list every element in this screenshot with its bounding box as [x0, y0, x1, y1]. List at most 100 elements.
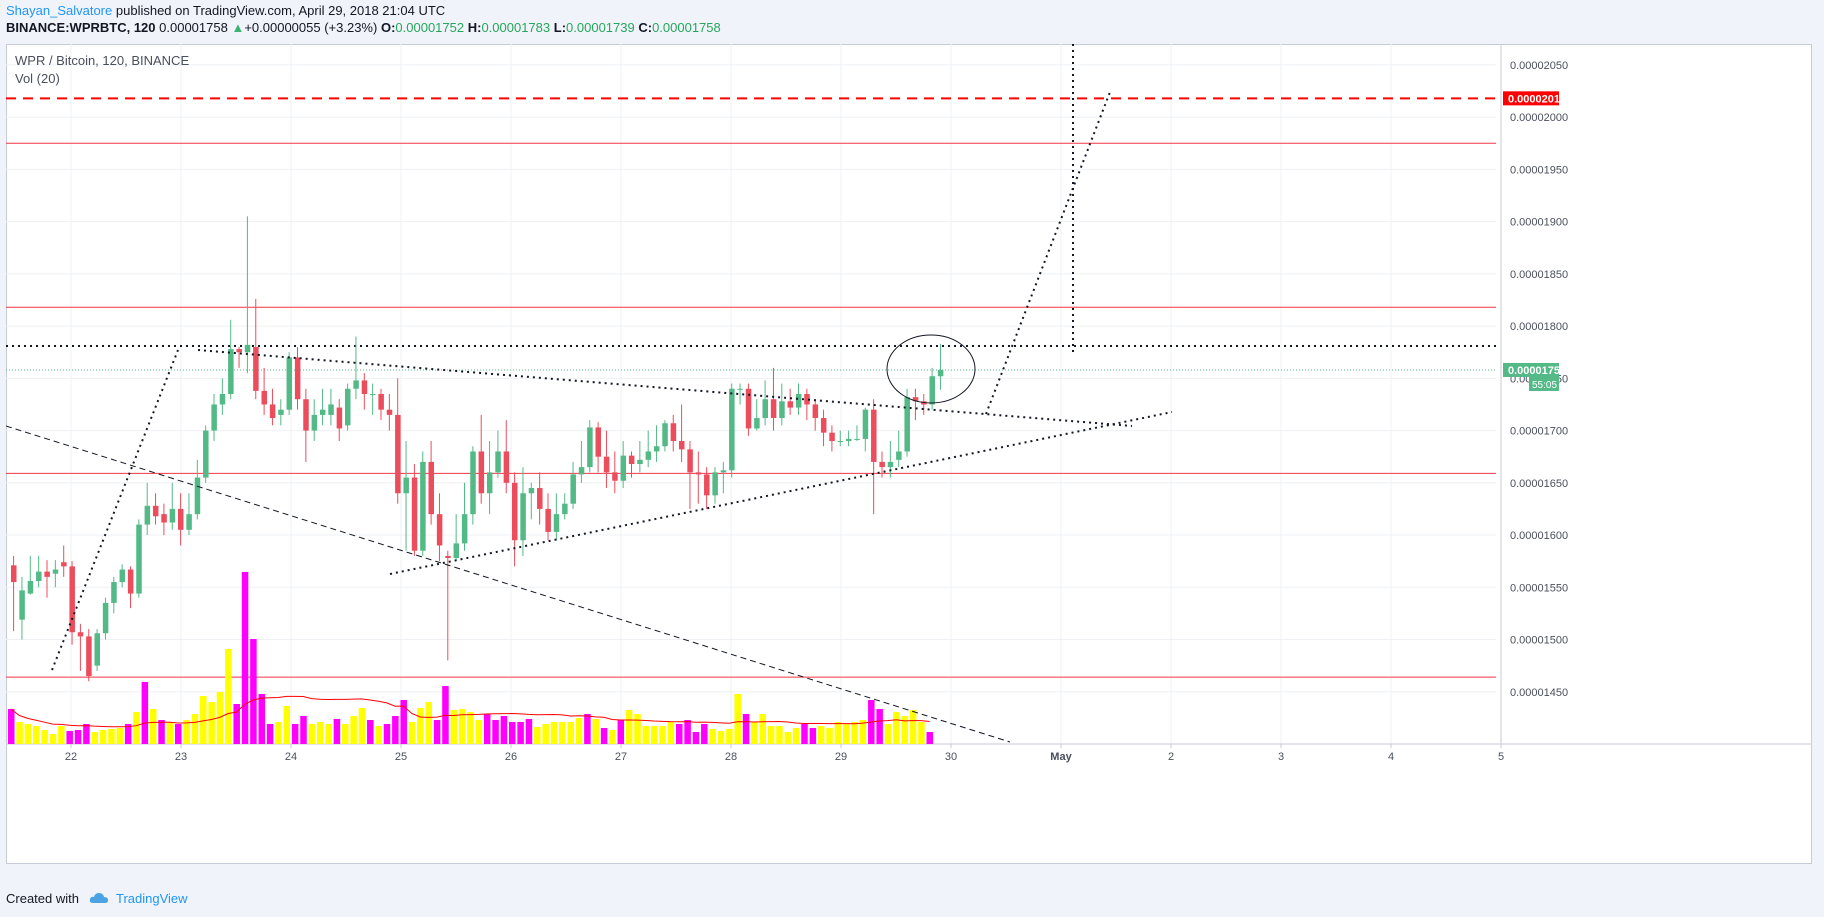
volume-bar	[8, 709, 15, 744]
candle-down	[378, 394, 384, 410]
volume-bar	[684, 720, 691, 744]
candle-up	[637, 459, 643, 464]
volume-bar	[450, 710, 458, 744]
time-tick-label: 26	[505, 751, 517, 763]
symbol-ohlc-bar: BINANCE:WPRBTC, 120 0.00001758 ▲+0.00000…	[6, 20, 721, 35]
candle-down	[361, 380, 368, 394]
candle-up	[228, 349, 234, 394]
volume-bar	[667, 722, 675, 744]
candle-up	[729, 388, 735, 471]
price-tick-label: 0.00002050	[1510, 60, 1568, 72]
time-tick-label: 28	[725, 751, 737, 763]
candle-up	[311, 414, 318, 431]
up-arrow-icon: ▲	[231, 20, 245, 35]
high-value: 0.00001783	[481, 20, 551, 35]
volume-bar	[149, 709, 157, 744]
low-value: 0.00001739	[566, 20, 635, 35]
last-price-label: 0.00001758	[1508, 365, 1566, 377]
candle-down	[269, 404, 276, 419]
candle-down	[503, 451, 510, 483]
published-text: published on TradingView.com, April 29, …	[115, 3, 446, 18]
candle-up	[144, 505, 151, 525]
candle-up	[578, 467, 585, 475]
volume-bar	[175, 724, 182, 744]
candle-up	[520, 493, 526, 541]
candle-up	[244, 344, 251, 353]
volume-bar	[567, 722, 574, 744]
volume-bar	[734, 694, 741, 744]
author-link[interactable]: Shayan_Salvatore	[6, 3, 113, 18]
volume-bar	[876, 709, 883, 744]
price-tick-label: 0.00001950	[1510, 164, 1568, 176]
candle-down	[745, 388, 752, 429]
candle-up	[486, 472, 493, 494]
candle-down	[687, 449, 693, 473]
candle-up	[461, 514, 468, 544]
volume-bar	[308, 724, 316, 744]
candle-up	[370, 394, 376, 395]
candle-up	[119, 569, 126, 583]
volume-bar	[759, 714, 766, 744]
time-tick-label: 5	[1498, 751, 1504, 763]
volume-bar	[801, 724, 808, 744]
candle-down	[178, 508, 184, 530]
volume-bar	[701, 724, 708, 744]
volume-bars	[8, 572, 933, 744]
target-price-label: 0.00002018	[1508, 93, 1566, 105]
candle-down	[704, 474, 710, 496]
candle-up	[111, 582, 117, 603]
price-tick-label: 0.00001650	[1510, 478, 1568, 490]
price-tick-label: 0.00001500	[1510, 635, 1568, 647]
volume-bar	[742, 714, 750, 744]
trendline-dashed-channel	[6, 425, 1011, 743]
volume-bar	[158, 720, 165, 744]
volume-bar	[926, 732, 933, 744]
candle-up	[286, 357, 293, 410]
chart-frame[interactable]	[6, 44, 1812, 864]
candle-down	[69, 566, 75, 633]
candle-down	[411, 477, 418, 551]
tradingview-link[interactable]: TradingView	[116, 891, 188, 906]
candle-down	[820, 418, 827, 433]
volume-bar	[141, 682, 149, 744]
volume-bar	[692, 732, 700, 744]
time-axis: 22 23 24 25 26 27 28 29 30 May 2 3 4 5	[65, 744, 1504, 763]
volume-bar	[417, 708, 424, 744]
time-tick-label: 27	[615, 751, 627, 763]
candle-up	[587, 427, 593, 468]
volume-bar	[316, 722, 324, 744]
volume-bar	[584, 714, 591, 744]
candle-down	[595, 427, 601, 457]
footer: Created with TradingView	[6, 891, 188, 907]
candle-down	[161, 514, 167, 523]
candle-up	[102, 602, 109, 634]
candle-up	[94, 633, 100, 666]
volume-bar	[342, 724, 349, 744]
trendline-ascending-support	[389, 411, 1173, 575]
volume-ma-line	[10, 695, 930, 728]
volume-bar	[16, 722, 23, 744]
volume-bar	[717, 731, 725, 744]
high-label: H:	[467, 20, 482, 35]
candle-down	[294, 357, 301, 400]
volume-bar	[726, 729, 733, 744]
candle-down	[628, 455, 635, 464]
candle-up	[553, 514, 560, 532]
volume-bar	[350, 716, 357, 744]
candle-up	[203, 430, 209, 478]
candle-down	[478, 451, 485, 494]
candle-down	[670, 423, 677, 442]
candle-up	[219, 394, 226, 405]
price-axis: 0.00001450 0.00001500 0.00001550 0.00001600…	[1503, 60, 1568, 699]
candle-down	[603, 456, 610, 473]
volume-bar	[433, 720, 441, 744]
candle-up	[570, 474, 576, 504]
candle-up	[620, 455, 627, 481]
price-chart[interactable]: 0.00001450 0.00001500 0.00001550 0.00001600…	[6, 44, 1812, 864]
candle-down	[545, 508, 551, 532]
candle-down	[428, 461, 434, 515]
candle-up	[937, 369, 944, 377]
volume-bar	[283, 706, 291, 744]
candle-up	[653, 446, 660, 452]
candle-up	[737, 388, 743, 390]
